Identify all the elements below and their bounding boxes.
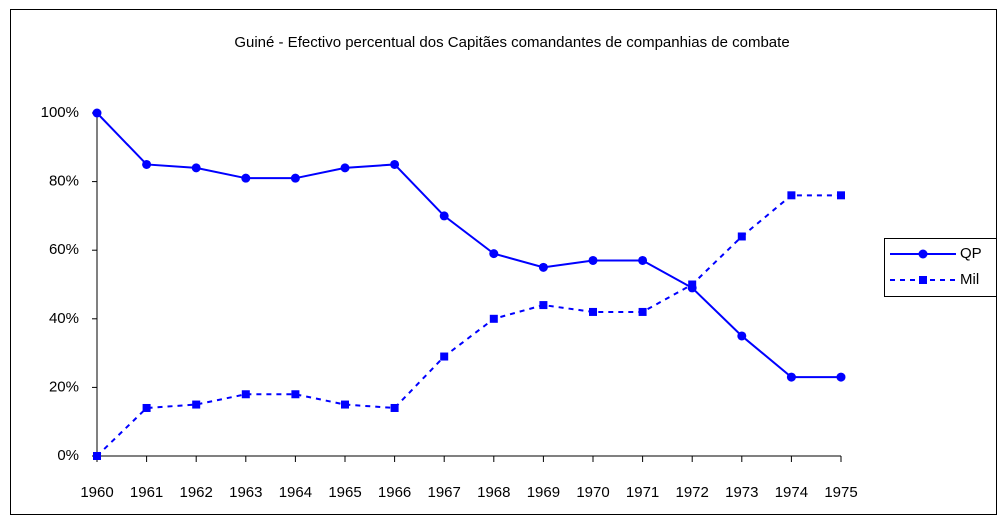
data-point xyxy=(241,173,251,183)
data-point xyxy=(588,255,598,265)
data-point xyxy=(439,211,449,221)
y-tick-label: 0% xyxy=(57,447,79,464)
data-point xyxy=(538,262,548,272)
series-line xyxy=(96,194,841,457)
data-point xyxy=(737,331,747,341)
data-point xyxy=(340,163,350,173)
data-point xyxy=(93,452,101,460)
y-tick-label: 40% xyxy=(49,310,79,327)
legend-marker xyxy=(918,249,928,259)
x-tick-label: 1971 xyxy=(626,484,659,501)
x-tick-label: 1960 xyxy=(80,484,113,501)
data-point xyxy=(489,249,499,259)
x-tick-label: 1969 xyxy=(527,484,560,501)
legend-box xyxy=(884,238,997,297)
x-tick-label: 1965 xyxy=(328,484,361,501)
chart-title: Guiné - Efectivo percentual dos Capitães… xyxy=(234,34,789,51)
data-point xyxy=(440,352,449,361)
x-tick-label: 1974 xyxy=(775,484,808,501)
data-point xyxy=(390,403,399,412)
x-tick-label: 1963 xyxy=(229,484,262,501)
data-point xyxy=(737,232,746,241)
x-tick-label: 1972 xyxy=(676,484,709,501)
data-point xyxy=(192,400,201,409)
data-point xyxy=(241,390,250,399)
y-tick-label: 100% xyxy=(41,104,79,121)
x-tick-label: 1967 xyxy=(428,484,461,501)
data-point xyxy=(142,159,152,169)
data-point xyxy=(836,372,846,382)
data-point xyxy=(837,191,845,200)
data-point xyxy=(191,163,201,173)
x-tick-label: 1961 xyxy=(130,484,163,501)
data-point xyxy=(589,307,597,316)
y-tick-label: 20% xyxy=(49,378,79,395)
data-point xyxy=(489,314,498,323)
data-point xyxy=(142,403,151,412)
data-point xyxy=(638,307,647,316)
y-tick-label: 60% xyxy=(49,241,79,258)
x-tick-label: 1975 xyxy=(824,484,857,501)
data-point xyxy=(341,400,349,409)
data-point xyxy=(787,191,796,200)
x-tick-label: 1970 xyxy=(576,484,609,501)
x-tick-label: 1968 xyxy=(477,484,510,501)
data-point xyxy=(390,159,400,169)
data-point xyxy=(638,255,648,265)
y-tick-label: 80% xyxy=(49,173,79,190)
legend-label: Mil xyxy=(960,271,979,288)
legend-label: QP xyxy=(960,245,982,262)
chart-frame xyxy=(10,9,997,515)
legend-marker xyxy=(919,276,927,284)
data-point xyxy=(786,372,796,382)
x-tick-label: 1973 xyxy=(725,484,758,501)
data-point xyxy=(92,108,102,118)
data-point xyxy=(291,390,300,399)
x-tick-label: 1964 xyxy=(279,484,312,501)
data-point xyxy=(688,280,697,289)
x-tick-label: 1962 xyxy=(180,484,213,501)
x-tick-label: 1966 xyxy=(378,484,411,501)
data-point xyxy=(539,301,548,310)
data-point xyxy=(290,173,300,183)
series-line xyxy=(96,112,841,379)
